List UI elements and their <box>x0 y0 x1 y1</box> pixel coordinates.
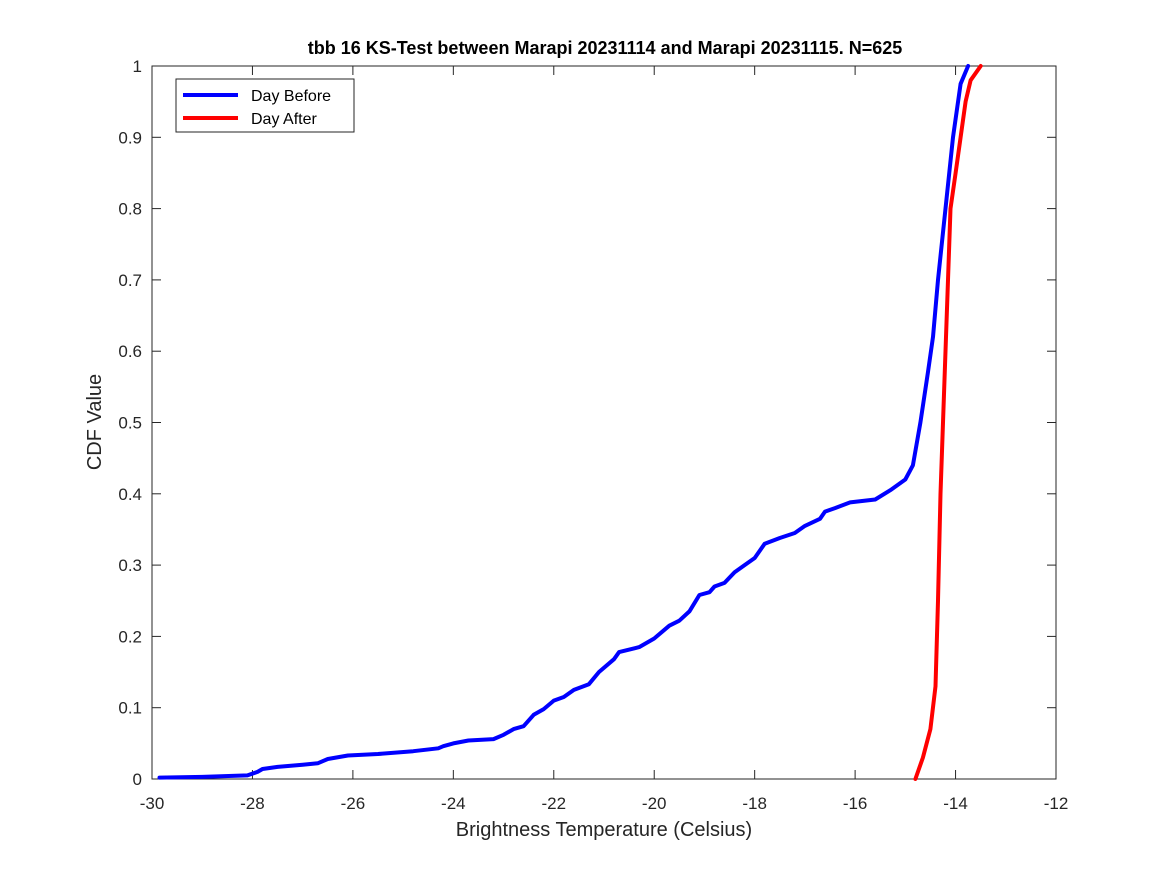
x-axis-label: Brightness Temperature (Celsius) <box>456 819 752 841</box>
legend-items: Day Before Day After <box>183 88 331 128</box>
y-axis-label: CDF Value <box>84 374 106 470</box>
y-tick-label: 1 <box>133 57 142 76</box>
x-tick-label: -28 <box>240 794 265 813</box>
y-tick-label: 0.9 <box>118 128 142 147</box>
y-tick-label: 0.2 <box>118 627 142 646</box>
x-tick-label: -12 <box>1044 794 1069 813</box>
series-lines <box>157 64 983 781</box>
x-tick-label: -22 <box>541 794 566 813</box>
legend-label-day-before: Day Before <box>251 88 331 105</box>
y-tick-label: 0.6 <box>118 342 142 361</box>
x-tick-label: -30 <box>140 794 165 813</box>
y-tick-label: 0 <box>133 770 142 789</box>
y-tick-label: 0.7 <box>118 271 142 290</box>
legend-box <box>175 78 355 133</box>
x-axis-ticks: -30 -28 -26 -24 -22 -20 -18 -16 -14 -12 <box>140 66 1069 813</box>
y-tick-label: 0.1 <box>118 699 142 718</box>
plot-area: -30 -28 -26 -24 -22 -20 -18 -16 -14 -12 0 0.1 0.2 0.… <box>118 57 1068 813</box>
x-tick-label: -18 <box>742 794 767 813</box>
legend: Day Before Day After <box>175 78 355 133</box>
x-tick-label: -14 <box>943 794 968 813</box>
x-tick-label: -24 <box>441 794 466 813</box>
x-tick-label: -16 <box>843 794 868 813</box>
series-line-day-before <box>157 64 971 780</box>
series-line-day-after <box>913 64 983 781</box>
y-tick-label: 0.8 <box>118 200 142 219</box>
legend-label-day-after: Day After <box>251 111 317 128</box>
chart-title: tbb 16 KS-Test between Marapi 20231114 a… <box>308 38 902 58</box>
y-tick-label: 0.3 <box>118 556 142 575</box>
y-tick-label: 0.4 <box>118 485 142 504</box>
y-axis-ticks: 0 0.1 0.2 0.3 0.4 0.5 0.6 0.7 0.8 0.9 1 <box>118 57 1056 789</box>
x-tick-label: -26 <box>341 794 366 813</box>
axes-box <box>151 65 1057 780</box>
y-tick-label: 0.5 <box>118 414 142 433</box>
x-tick-label: -20 <box>642 794 667 813</box>
